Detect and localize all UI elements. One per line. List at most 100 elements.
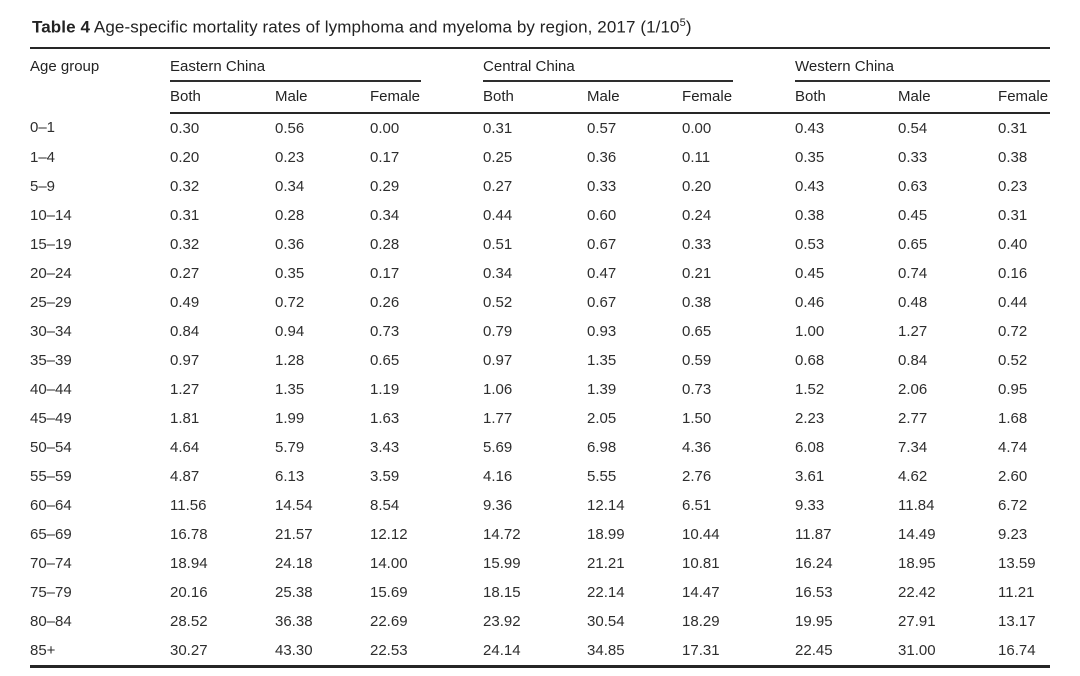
table-row: 30–34 0.84 0.94 0.73 0.79 0.93 0.65 1.00 1.27 0.7… xyxy=(30,317,1050,346)
cell-age-group: 10–14 xyxy=(30,206,72,224)
cell-western-female: 4.74 xyxy=(998,438,1028,456)
cell-western-male: 0.54 xyxy=(898,119,928,137)
cell-central-both: 9.36 xyxy=(483,496,513,514)
cell-western-male: 4.62 xyxy=(898,467,928,485)
cell-western-male: 2.77 xyxy=(898,409,928,427)
cell-eastern-female: 0.73 xyxy=(370,322,400,340)
cell-western-both: 6.08 xyxy=(795,438,825,456)
table-row: 1–4 0.20 0.23 0.17 0.25 0.36 0.11 0.35 0.33 0.38 xyxy=(30,143,1050,172)
cell-eastern-both: 30.27 xyxy=(170,641,208,659)
cell-western-male: 0.84 xyxy=(898,351,928,369)
cell-eastern-female: 0.26 xyxy=(370,293,400,311)
cell-eastern-both: 4.87 xyxy=(170,467,200,485)
column-header-eastern-male: Male xyxy=(275,81,370,114)
cell-age-group: 75–79 xyxy=(30,583,72,601)
cell-central-male: 0.47 xyxy=(587,264,617,282)
cell-central-male: 0.67 xyxy=(587,235,617,253)
table-body: 0–1 0.30 0.56 0.00 0.31 0.57 0.00 0.43 0.54 0.31 1… xyxy=(30,113,1050,667)
cell-eastern-both: 0.32 xyxy=(170,235,200,253)
cell-central-both: 1.06 xyxy=(483,380,513,398)
cell-western-female: 0.38 xyxy=(998,148,1028,166)
column-group-central-china: Central China xyxy=(483,48,795,82)
cell-eastern-male: 24.18 xyxy=(275,554,313,572)
cell-eastern-female: 1.19 xyxy=(370,380,400,398)
cell-central-female: 0.21 xyxy=(682,264,712,282)
cell-central-female: 14.47 xyxy=(682,583,720,601)
table-row: 65–69 16.78 21.57 12.12 14.72 18.99 10.44 11.87… xyxy=(30,520,1050,549)
cell-eastern-both: 4.64 xyxy=(170,438,200,456)
cell-eastern-both: 11.56 xyxy=(170,496,207,514)
cell-western-male: 22.42 xyxy=(898,583,936,601)
table-row: 40–44 1.27 1.35 1.19 1.06 1.39 0.73 1.52 2.06 0.9… xyxy=(30,375,1050,404)
cell-eastern-both: 0.27 xyxy=(170,264,200,282)
cell-central-female: 2.76 xyxy=(682,467,712,485)
cell-western-female: 9.23 xyxy=(998,525,1028,543)
table-row: 20–24 0.27 0.35 0.17 0.34 0.47 0.21 0.45 0.74 0.1… xyxy=(30,259,1050,288)
table-row: 45–49 1.81 1.99 1.63 1.77 2.05 1.50 2.23 2.77 1.6… xyxy=(30,404,1050,433)
cell-eastern-male: 1.35 xyxy=(275,380,305,398)
cell-central-male: 0.33 xyxy=(587,177,617,195)
cell-central-both: 0.31 xyxy=(483,119,513,137)
cell-western-both: 0.35 xyxy=(795,148,825,166)
cell-central-male: 0.36 xyxy=(587,148,617,166)
cell-eastern-both: 0.84 xyxy=(170,322,200,340)
cell-central-both: 0.79 xyxy=(483,322,513,340)
cell-eastern-male: 1.99 xyxy=(275,409,305,427)
cell-western-both: 16.24 xyxy=(795,554,833,572)
sub-header-row: Both Male Female Both Male Female Both M… xyxy=(30,81,1051,114)
cell-eastern-female: 8.54 xyxy=(370,496,400,514)
cell-eastern-female: 0.00 xyxy=(370,119,400,137)
cell-eastern-female: 22.53 xyxy=(370,641,408,659)
cell-western-female: 13.17 xyxy=(998,612,1036,630)
table-row: 55–59 4.87 6.13 3.59 4.16 5.55 2.76 3.61 4.62 2.6… xyxy=(30,462,1050,491)
cell-central-male: 1.35 xyxy=(587,351,617,369)
cell-central-male: 12.14 xyxy=(587,496,625,514)
cell-western-both: 0.46 xyxy=(795,293,825,311)
table-title-suffix: ) xyxy=(685,17,692,37)
column-header-eastern-both: Both xyxy=(170,81,275,114)
cell-eastern-male: 0.56 xyxy=(275,119,305,137)
cell-eastern-male: 14.54 xyxy=(275,496,313,514)
cell-central-both: 0.25 xyxy=(483,148,513,166)
cell-age-group: 50–54 xyxy=(30,438,72,456)
cell-central-both: 0.51 xyxy=(483,235,513,253)
cell-eastern-female: 15.69 xyxy=(370,583,408,601)
cell-western-male: 11.84 xyxy=(898,496,935,514)
table-row: 80–84 28.52 36.38 22.69 23.92 30.54 18.29 19.95… xyxy=(30,607,1050,636)
cell-central-both: 18.15 xyxy=(483,583,521,601)
cell-age-group: 80–84 xyxy=(30,612,72,630)
cell-central-female: 0.59 xyxy=(682,351,712,369)
cell-central-both: 14.72 xyxy=(483,525,521,543)
cell-western-both: 1.52 xyxy=(795,380,825,398)
table-row: 35–39 0.97 1.28 0.65 0.97 1.35 0.59 0.68 0.84 0.5… xyxy=(30,346,1050,375)
cell-central-male: 0.93 xyxy=(587,322,617,340)
column-header-western-male: Male xyxy=(898,81,999,114)
cell-western-female: 16.74 xyxy=(998,641,1036,659)
table-row: 75–79 20.16 25.38 15.69 18.15 22.14 14.47 16.53… xyxy=(30,578,1050,607)
cell-western-both: 9.33 xyxy=(795,496,825,514)
cell-western-female: 0.95 xyxy=(998,380,1028,398)
cell-central-female: 0.11 xyxy=(682,148,711,166)
table-title-number: Table 4 xyxy=(32,17,91,37)
cell-eastern-both: 28.52 xyxy=(170,612,208,630)
cell-western-both: 11.87 xyxy=(795,525,832,543)
cell-central-male: 21.21 xyxy=(587,554,625,572)
cell-central-both: 15.99 xyxy=(483,554,521,572)
cell-age-group: 35–39 xyxy=(30,351,72,369)
cell-central-male: 34.85 xyxy=(587,641,625,659)
cell-eastern-female: 14.00 xyxy=(370,554,408,572)
group-header-row: Age group Eastern China Central China We… xyxy=(30,48,1051,82)
column-header-central-female: Female xyxy=(682,81,796,114)
cell-eastern-female: 1.63 xyxy=(370,409,400,427)
cell-central-both: 0.52 xyxy=(483,293,513,311)
cell-age-group: 40–44 xyxy=(30,380,72,398)
cell-central-female: 0.73 xyxy=(682,380,712,398)
cell-eastern-both: 0.97 xyxy=(170,351,200,369)
cell-age-group: 60–64 xyxy=(30,496,72,514)
cell-central-male: 22.14 xyxy=(587,583,625,601)
cell-western-both: 16.53 xyxy=(795,583,833,601)
cell-eastern-male: 0.94 xyxy=(275,322,305,340)
column-header-eastern-female: Female xyxy=(370,81,484,114)
cell-central-female: 0.20 xyxy=(682,177,712,195)
cell-central-both: 0.44 xyxy=(483,206,513,224)
